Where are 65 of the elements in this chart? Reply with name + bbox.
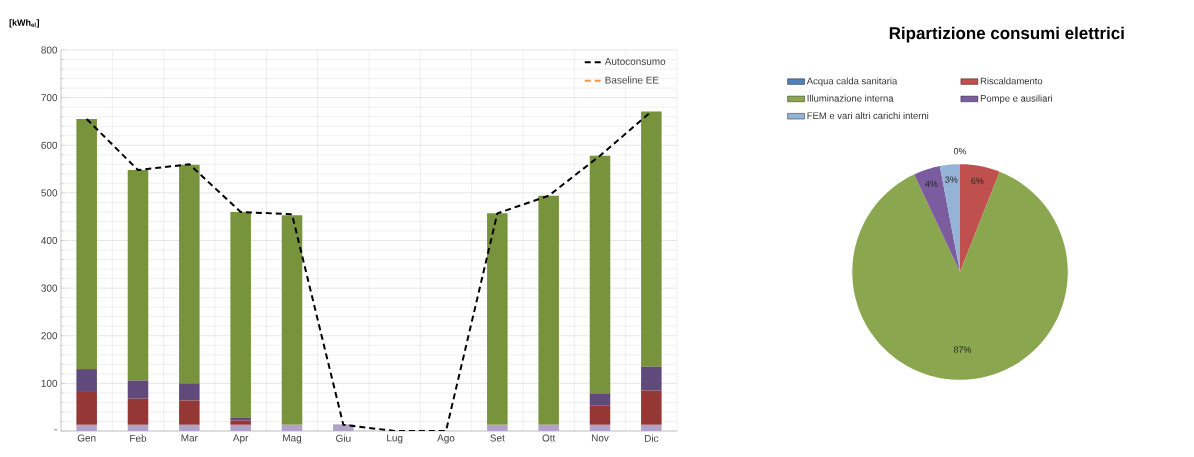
data-label: 3% bbox=[945, 176, 958, 183]
bar bbox=[127, 380, 149, 399]
x-tick-label: Set bbox=[490, 434, 505, 442]
x-tick-label: Dic bbox=[644, 434, 659, 442]
y-tick-label: 600 bbox=[41, 141, 58, 149]
bar bbox=[230, 424, 251, 431]
bar bbox=[641, 366, 662, 391]
data-label: 87% bbox=[953, 346, 972, 353]
y-tick-label: 300 bbox=[41, 284, 58, 292]
legend-label: Baseline EE bbox=[605, 76, 659, 84]
y-tick-label: 400 bbox=[41, 236, 58, 245]
y-tick-label: 500 bbox=[41, 189, 58, 197]
bar bbox=[281, 215, 303, 425]
legend-label: Pompe e ausiliari bbox=[980, 94, 1052, 104]
data-label: 6% bbox=[971, 177, 984, 185]
bar bbox=[487, 424, 508, 431]
bar bbox=[127, 170, 149, 381]
chart-title: Ripartizione consumi elettrici bbox=[889, 26, 1124, 43]
bar bbox=[230, 211, 251, 418]
bar bbox=[538, 424, 559, 431]
legend-label: Autoconsumo bbox=[604, 57, 666, 65]
legend-label: Riscaldamento bbox=[980, 77, 1043, 85]
bar bbox=[76, 369, 97, 392]
x-tick-label: Apr bbox=[232, 434, 249, 444]
x-tick-label: Gen bbox=[77, 434, 96, 442]
bar bbox=[179, 400, 200, 425]
x-tick-label: Ago bbox=[437, 434, 455, 444]
bar bbox=[487, 213, 508, 425]
legend-label: Illuminazione interna bbox=[807, 94, 894, 102]
bar bbox=[76, 119, 97, 370]
bar bbox=[179, 164, 200, 384]
x-tick-label: Nov bbox=[591, 434, 609, 442]
legend-label: Acqua calda sanitaria bbox=[806, 77, 898, 87]
text: 0% bbox=[953, 148, 967, 155]
bar bbox=[589, 155, 611, 394]
bar bbox=[76, 391, 97, 425]
bar bbox=[230, 417, 251, 421]
bar bbox=[589, 424, 611, 431]
x-tick-label: Ott bbox=[542, 434, 556, 442]
bar bbox=[230, 420, 251, 425]
y-tick-label: 700 bbox=[41, 94, 58, 102]
bar bbox=[641, 390, 662, 425]
y-tick-label: 100 bbox=[41, 379, 58, 387]
bar bbox=[179, 383, 200, 401]
legend-label: FEM e vari altri carichi interni bbox=[807, 112, 929, 120]
bar bbox=[589, 393, 611, 406]
bar bbox=[281, 424, 303, 431]
x-tick-label: Lug bbox=[387, 434, 403, 444]
x-tick-label: Giu bbox=[336, 434, 351, 442]
bar bbox=[76, 424, 97, 431]
y-axis-title: [kWh$_{el}$] bbox=[9, 19, 39, 28]
x-tick-label: Feb bbox=[130, 434, 147, 442]
y-tick-label: 200 bbox=[41, 332, 58, 340]
bar bbox=[127, 424, 149, 431]
x-tick-label: Mar bbox=[181, 434, 198, 442]
bar bbox=[538, 195, 559, 425]
y-tick-label: - bbox=[54, 429, 58, 431]
y-tick-label: 800 bbox=[41, 46, 58, 54]
bar bbox=[589, 405, 611, 425]
bar bbox=[641, 424, 662, 431]
x-tick-label: Mag bbox=[283, 434, 302, 444]
bar bbox=[641, 111, 662, 367]
bar bbox=[179, 424, 200, 431]
bar bbox=[127, 398, 149, 425]
data-label: 4% bbox=[925, 180, 938, 187]
